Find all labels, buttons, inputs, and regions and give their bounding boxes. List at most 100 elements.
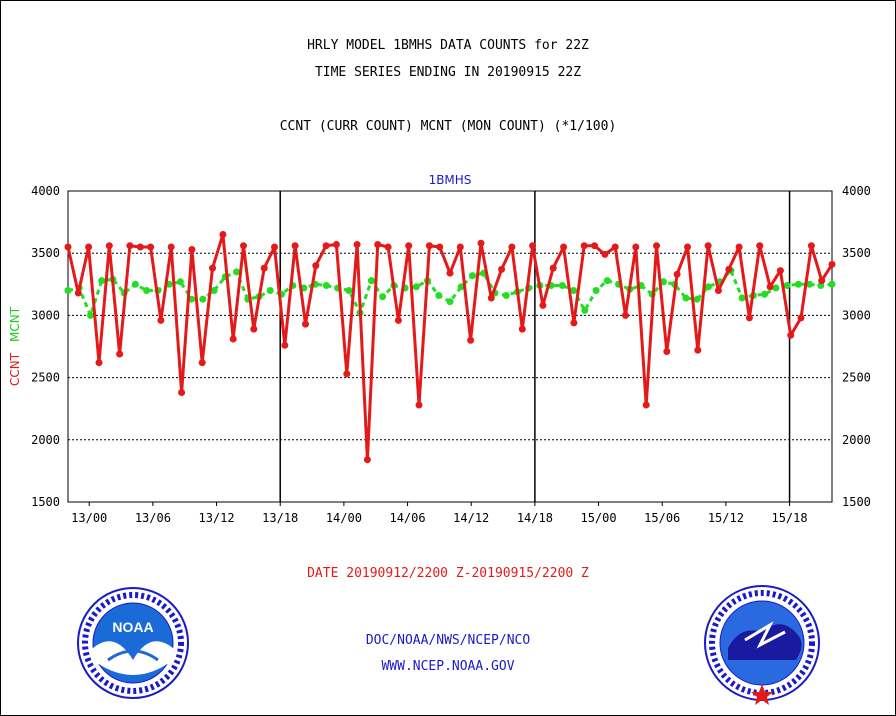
ccnt-point bbox=[787, 331, 795, 339]
mcnt-point bbox=[435, 292, 443, 299]
ccnt-point bbox=[673, 270, 681, 278]
mcnt-point bbox=[502, 292, 510, 299]
mcnt-point bbox=[772, 284, 780, 292]
x-tick-label: 13/18 bbox=[262, 511, 298, 525]
noaa-logo-text: NOAA bbox=[112, 619, 153, 635]
mcnt-point bbox=[603, 277, 611, 285]
y-tick-label-left: 2500 bbox=[31, 371, 60, 385]
ccnt-point bbox=[85, 243, 93, 251]
ccnt-point bbox=[694, 346, 702, 354]
mcnt-point bbox=[176, 278, 184, 286]
x-tick-label: 15/06 bbox=[644, 511, 680, 525]
ccnt-point bbox=[322, 242, 330, 250]
y-tick-label-left: 2000 bbox=[31, 433, 60, 447]
ccnt-line bbox=[66, 233, 834, 462]
mcnt-point bbox=[233, 268, 240, 276]
ccnt-point bbox=[260, 264, 268, 272]
ccnt-point bbox=[580, 242, 588, 250]
mcnt-point bbox=[446, 298, 454, 306]
x-tick-label: 13/00 bbox=[71, 511, 107, 525]
ccnt-point bbox=[271, 243, 278, 251]
ccnt-point bbox=[405, 242, 413, 250]
mcnt-point bbox=[87, 311, 94, 319]
chart-title-line-1: HRLY MODEL 1BMHS DATA COUNTS for 22Z bbox=[307, 38, 589, 53]
ccnt-point bbox=[198, 359, 206, 367]
ccnt-point bbox=[281, 341, 289, 349]
ccnt-point bbox=[766, 283, 774, 291]
ccnt-point bbox=[425, 242, 433, 250]
ccnt-point bbox=[291, 242, 299, 250]
ccnt-point bbox=[147, 243, 155, 251]
ccnt-point bbox=[518, 325, 526, 333]
ccnt-point bbox=[714, 287, 722, 294]
ccnt-point bbox=[529, 242, 537, 250]
ccnt-point bbox=[105, 242, 113, 250]
ccnt-point bbox=[312, 262, 320, 270]
ccnt-point bbox=[828, 260, 836, 268]
plot-title: 1BMHS bbox=[429, 173, 472, 187]
mcnt-point bbox=[143, 287, 151, 294]
ccnt-point bbox=[240, 242, 247, 250]
mcnt-point bbox=[592, 287, 600, 294]
ccnt-point bbox=[591, 242, 598, 250]
x-tick-label: 15/00 bbox=[580, 511, 616, 525]
ccnt-point bbox=[384, 243, 392, 251]
mcnt-point bbox=[98, 277, 106, 285]
ccnt-point bbox=[332, 241, 340, 248]
mcnt-point bbox=[412, 283, 420, 291]
y-tick-label-left: 1500 bbox=[31, 495, 60, 509]
mcnt-point bbox=[345, 287, 353, 294]
ccnt-point bbox=[797, 314, 805, 322]
ccnt-point bbox=[116, 350, 124, 358]
ccnt-point bbox=[653, 242, 660, 250]
ccnt-point bbox=[302, 320, 309, 328]
ccnt-point bbox=[95, 359, 103, 367]
nws-logo bbox=[704, 585, 820, 705]
mcnt-point bbox=[682, 294, 690, 302]
date-range: DATE 20190912/2200 Z-20190915/2200 Z bbox=[307, 566, 589, 581]
ccnt-point bbox=[394, 316, 402, 324]
x-tick-label: 15/18 bbox=[771, 511, 807, 525]
mcnt-point bbox=[558, 282, 566, 289]
ccnt-point bbox=[477, 239, 485, 247]
ccnt-point bbox=[704, 242, 712, 250]
mcnt-point bbox=[828, 280, 836, 288]
mcnt-point bbox=[457, 283, 465, 291]
ccnt-point bbox=[622, 311, 629, 319]
ccnt-point bbox=[415, 401, 423, 409]
y-tick-label-left: 3500 bbox=[31, 246, 60, 260]
ccnt-point bbox=[178, 389, 186, 396]
y-tick-label-right: 3000 bbox=[842, 308, 871, 322]
chart-title-line-2: TIME SERIES ENDING IN 20190915 22Z bbox=[314, 65, 582, 80]
y-tick-label-right: 3500 bbox=[842, 246, 871, 260]
y-tick-label-right: 2500 bbox=[842, 371, 871, 385]
footer-agency: DOC/NOAA/NWS/NCEP/NCO bbox=[365, 633, 531, 648]
mcnt-point bbox=[210, 287, 218, 294]
ccnt-point bbox=[343, 370, 351, 378]
chart-subtitle: CCNT (CURR COUNT) MCNT (MON COUNT) (*1/1… bbox=[279, 119, 617, 134]
ccnt-point bbox=[353, 241, 361, 248]
x-tick-label: 14/18 bbox=[517, 511, 553, 525]
x-tick-label: 15/12 bbox=[708, 511, 744, 525]
x-tick-label: 14/00 bbox=[326, 511, 362, 525]
mcnt-point bbox=[199, 295, 207, 303]
ccnt-point bbox=[250, 325, 258, 333]
ccnt-point bbox=[807, 242, 815, 250]
x-tick-label: 14/12 bbox=[453, 511, 489, 525]
ccnt-point bbox=[684, 243, 691, 251]
ccnt-point bbox=[508, 243, 516, 251]
mcnt-point bbox=[693, 295, 701, 303]
mcnt-point bbox=[704, 283, 712, 291]
mcnt-point bbox=[570, 287, 578, 294]
mcnt-point bbox=[64, 287, 72, 294]
mcnt-point bbox=[738, 294, 746, 302]
ccnt-point bbox=[467, 336, 475, 344]
footer-url: WWW.NCEP.NOAA.GOV bbox=[381, 659, 515, 674]
ccnt-point bbox=[549, 264, 557, 272]
ccnt-point bbox=[776, 267, 784, 275]
ccnt-point bbox=[539, 301, 547, 309]
y-tick-label-left: 3000 bbox=[31, 308, 60, 322]
mcnt-point bbox=[469, 272, 476, 280]
star-icon bbox=[751, 684, 773, 705]
ccnt-point bbox=[745, 314, 753, 322]
